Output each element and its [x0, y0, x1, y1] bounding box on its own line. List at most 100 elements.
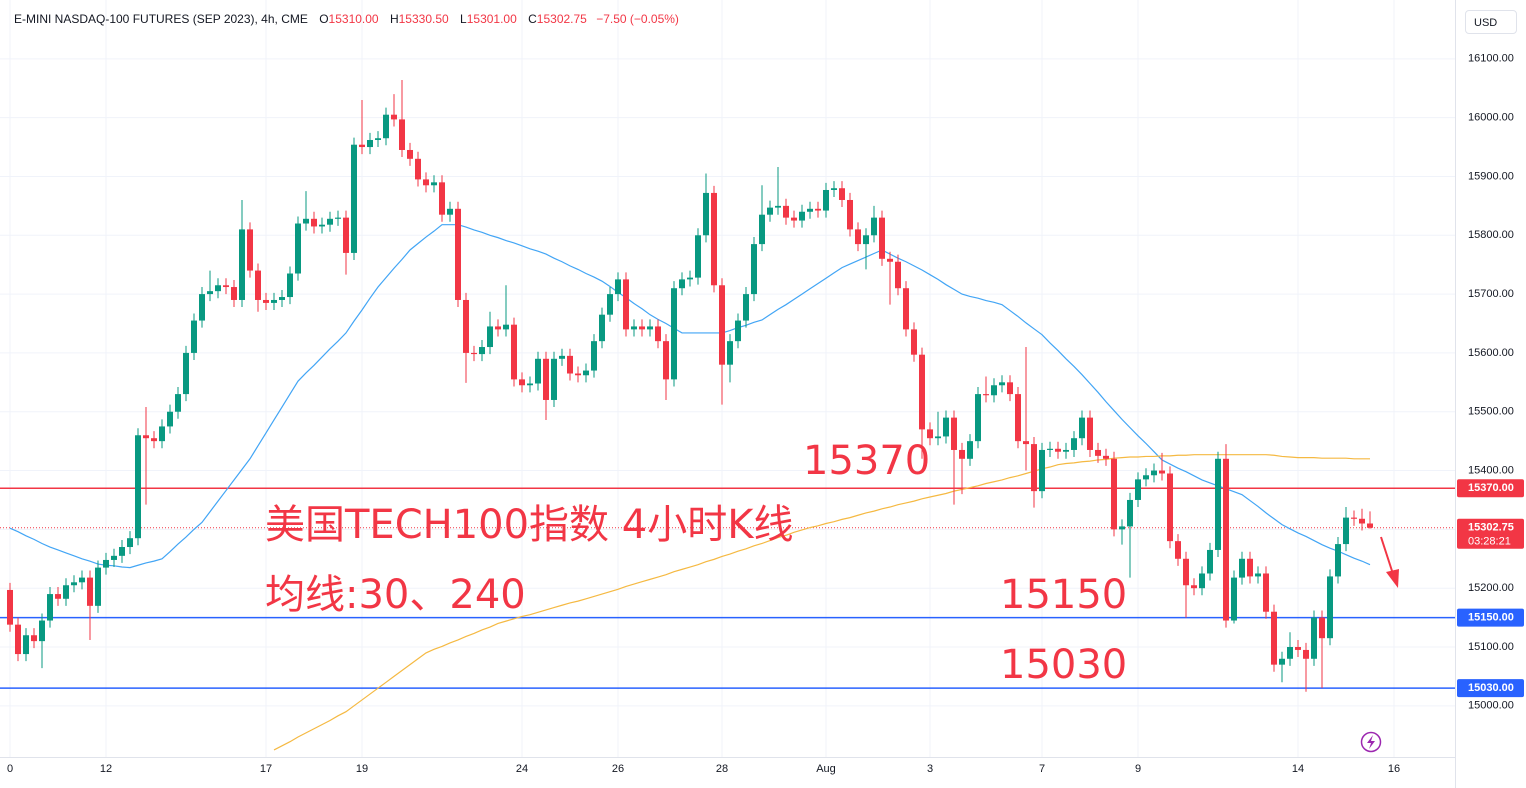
candle-body	[1071, 438, 1077, 450]
candle-body	[31, 635, 37, 642]
candle-body	[159, 426, 165, 442]
countdown-label: 03:28:21	[1468, 536, 1511, 548]
candle-body	[199, 294, 205, 321]
candle-body	[767, 207, 773, 215]
candle-body	[319, 224, 325, 227]
candle-body	[1311, 617, 1317, 659]
candle-body	[1151, 470, 1157, 476]
candle-body	[719, 285, 725, 365]
candle-body	[207, 291, 213, 295]
candle-body	[631, 326, 637, 330]
candle-body	[703, 192, 709, 236]
annotation: 15150	[1000, 572, 1127, 618]
candle-body	[727, 341, 733, 365]
candle-body	[1295, 647, 1301, 650]
price-tag-label: 15150.00	[1468, 612, 1514, 624]
candle-body	[63, 585, 69, 599]
candle-body	[1271, 611, 1277, 665]
candle-body	[1111, 458, 1117, 530]
candle-body	[239, 229, 245, 300]
candle-body	[479, 347, 485, 355]
candle-body	[223, 285, 229, 288]
price-tag	[1457, 479, 1524, 498]
x-tick-label: 3	[927, 763, 933, 775]
candle-body	[887, 258, 893, 262]
candle-body	[1055, 448, 1061, 452]
candle-body	[1047, 448, 1053, 450]
level-layer	[0, 487, 1455, 689]
x-tick-label: 7	[1039, 763, 1045, 775]
y-tick-label: 15000.00	[1468, 700, 1514, 712]
candle-body	[359, 144, 365, 148]
y-tick-label: 15800.00	[1468, 229, 1514, 241]
candle-body	[327, 218, 333, 225]
candle-body	[863, 235, 869, 245]
candle-body	[791, 217, 797, 221]
ohlc-key: H	[389, 12, 399, 26]
currency-button[interactable]: USD	[1465, 10, 1517, 34]
candle-body	[967, 441, 973, 459]
candle-body	[1207, 549, 1213, 574]
candle-body	[103, 559, 109, 568]
candle-body	[39, 620, 45, 642]
candle-body	[1367, 523, 1373, 528]
y-tick-label: 16100.00	[1468, 53, 1514, 65]
candle-body	[71, 582, 77, 586]
annotation: 15030	[1000, 642, 1127, 688]
candle-body	[655, 326, 661, 342]
moving-average-line	[273, 454, 1370, 751]
candle-body	[143, 435, 149, 439]
x-tick-label: 16	[1388, 763, 1400, 775]
candle-body	[487, 326, 493, 348]
axis-layer: 15000.0015100.0015200.0015300.0015400.00…	[7, 53, 1524, 775]
last-price-label: 15302.75	[1468, 522, 1514, 534]
candle-body	[823, 189, 829, 211]
candle-body	[679, 279, 685, 289]
candle-body	[663, 341, 669, 380]
candle-body	[1263, 573, 1269, 612]
candle-body	[911, 329, 917, 355]
candle-body	[895, 261, 901, 289]
candle-body	[1303, 649, 1309, 659]
candle-body	[343, 217, 349, 253]
candle-body	[559, 355, 565, 359]
candle-body	[783, 205, 789, 218]
candle-body	[1127, 499, 1133, 527]
candle-body	[151, 438, 157, 442]
moving-average-line	[9, 224, 1371, 569]
candle-body	[503, 324, 509, 330]
ohlc-key: C	[528, 12, 537, 26]
candle-body	[943, 417, 949, 437]
candle-body	[855, 229, 861, 245]
candle-body	[1031, 444, 1037, 492]
candle-body	[1223, 458, 1229, 621]
x-tick-label: 9	[1135, 763, 1141, 775]
candle-body	[183, 352, 189, 395]
candle-body	[575, 373, 581, 376]
candle-body	[415, 158, 421, 180]
candle-body	[815, 208, 821, 211]
x-tick-label: 19	[356, 763, 368, 775]
candle-body	[79, 577, 85, 583]
x-tick-label: 26	[612, 763, 624, 775]
candle-body	[1199, 573, 1205, 589]
candle-body	[551, 358, 557, 400]
candle-body	[1351, 517, 1357, 519]
lightning-button[interactable]	[1360, 731, 1382, 753]
candle-body	[511, 324, 517, 380]
candle-body	[287, 273, 293, 298]
candle-body	[871, 217, 877, 236]
y-tick-label: 15200.00	[1468, 582, 1514, 594]
candle-body	[399, 119, 405, 150]
candle-body	[167, 411, 173, 427]
candle-body	[1279, 658, 1285, 665]
candle-body	[119, 547, 125, 556]
candle-body	[999, 382, 1005, 386]
candle-body	[959, 449, 965, 459]
candle-body	[527, 383, 533, 386]
annotation: 15370	[803, 438, 930, 484]
candle-body	[439, 182, 445, 215]
candle-body	[623, 279, 629, 330]
